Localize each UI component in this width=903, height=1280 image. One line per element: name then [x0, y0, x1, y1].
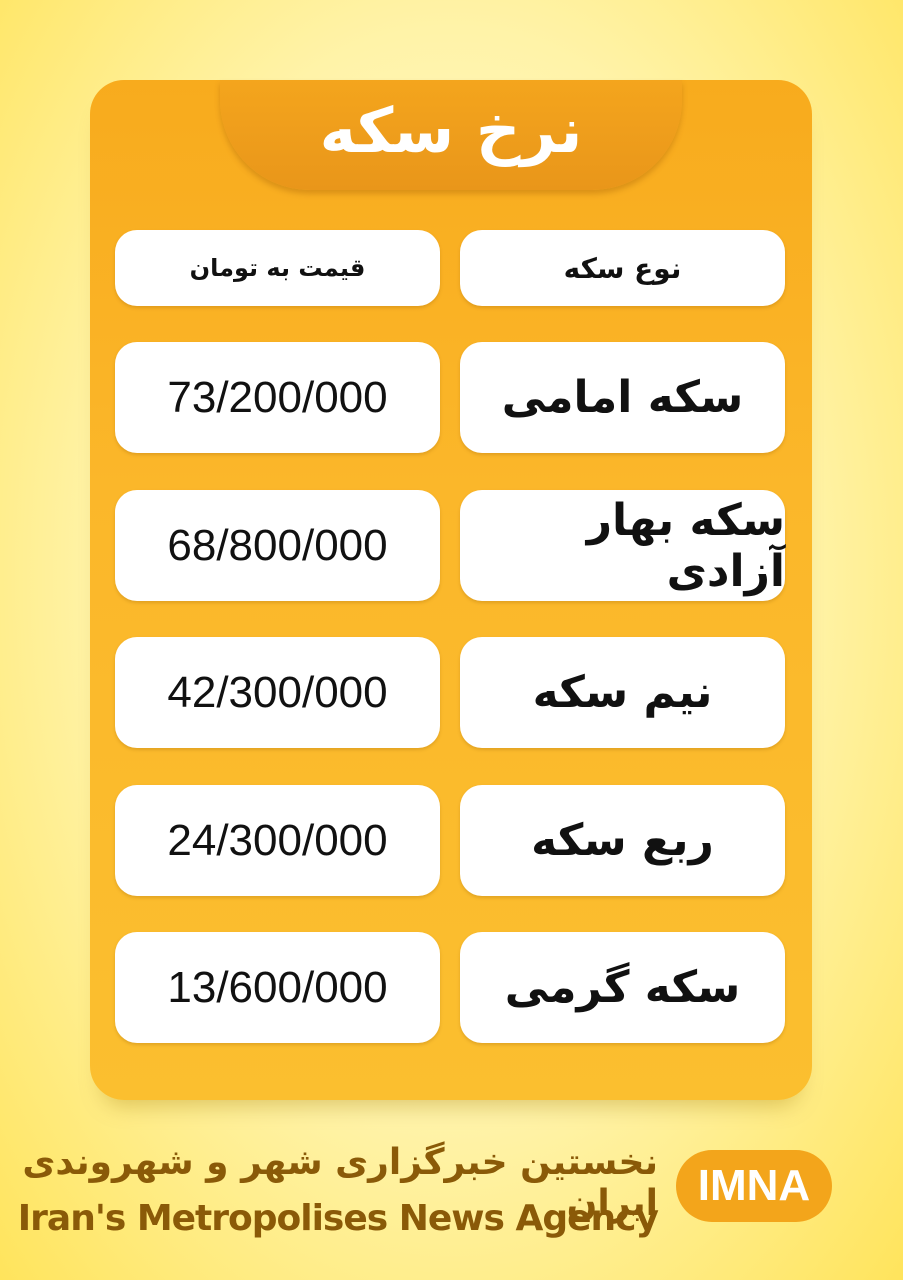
- coin-name-cell: ربع سکه: [460, 785, 785, 896]
- price-cell: 24/300/000: [115, 785, 440, 896]
- coin-name-cell: نیم سکه: [460, 637, 785, 748]
- footer-persian: نخستین خبرگزاری شهر و شهروندی ایران: [22, 1142, 658, 1224]
- title: نرخ سکه: [319, 94, 583, 167]
- price-cell: 73/200/000: [115, 342, 440, 453]
- coin-name-cell: سکه امامی: [460, 342, 785, 453]
- price-cell: 13/600/000: [115, 932, 440, 1043]
- header-cell: قیمت به تومان: [115, 230, 440, 306]
- logo: IMNA: [676, 1150, 832, 1222]
- price-cell: 42/300/000: [115, 637, 440, 748]
- coin-name-cell: سکه گرمی: [460, 932, 785, 1043]
- title-tab: نرخ سکه: [220, 80, 682, 190]
- header-cell: نوع سکه: [460, 230, 785, 306]
- footer-english: Iran's Metropolises News Agency: [17, 1198, 659, 1239]
- price-cell: 68/800/000: [115, 490, 440, 601]
- coin-name-cell: سکه بهار آزادی: [460, 490, 785, 601]
